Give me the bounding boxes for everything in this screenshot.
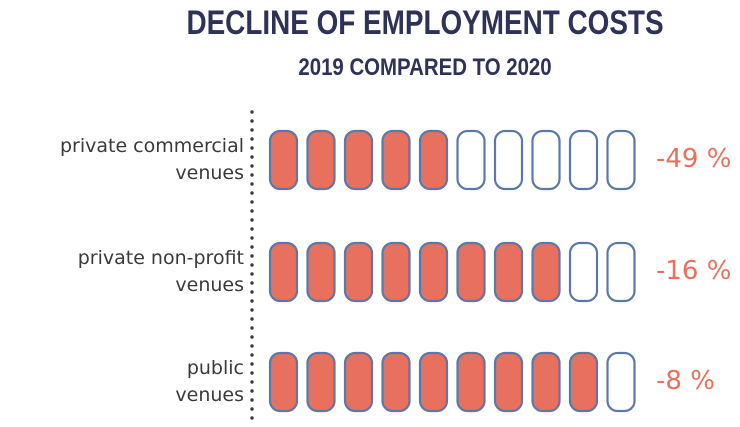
unit-filled [531, 351, 561, 413]
unit-filled [418, 241, 449, 303]
axis-dot [250, 263, 254, 267]
value-label: -49 % [656, 144, 732, 174]
axis-dot [250, 344, 254, 348]
axis-dot [250, 245, 254, 249]
value-label: -16 % [656, 256, 732, 286]
unit-empty [606, 129, 636, 191]
unit-empty [606, 351, 636, 413]
axis-dot [250, 290, 254, 294]
unit-empty [456, 129, 486, 191]
unit-filled [306, 129, 336, 191]
axis-dot [250, 272, 254, 276]
axis-dot [250, 227, 254, 231]
axis-dot [250, 236, 254, 240]
category-label-line1: private commercial [59, 135, 244, 157]
unit-filled [531, 241, 561, 303]
axis-dot [250, 137, 254, 141]
unit-filled [456, 241, 486, 303]
axis-dot [250, 326, 254, 330]
chart-subtitle: 2019 COMPARED TO 2020 [298, 54, 552, 81]
axis-dot [250, 155, 254, 159]
category-label-line2: venues [175, 162, 244, 184]
axis-dot [250, 182, 254, 186]
axis-dot [250, 254, 254, 258]
axis-dot [250, 128, 254, 132]
unit-filled [268, 241, 299, 303]
unit-filled [418, 351, 449, 413]
unit-filled [306, 351, 336, 413]
unit-filled [456, 351, 486, 413]
axis-dot [250, 407, 254, 411]
unit-filled [418, 129, 449, 191]
axis-dot [250, 308, 254, 312]
unit-filled [381, 351, 411, 413]
chart-title: DECLINE OF EMPLOYMENT COSTS [186, 4, 664, 42]
unit-filled [493, 351, 524, 413]
category-label-line2: venues [175, 384, 244, 406]
axis-dot [250, 146, 254, 150]
axis-dot [250, 371, 254, 375]
unit-filled [493, 241, 524, 303]
axis-dot [250, 353, 254, 357]
axis-dot [250, 218, 254, 222]
axis-dot [250, 398, 254, 402]
axis-dot [250, 335, 254, 339]
axis-dot [250, 380, 254, 384]
category-label-line2: venues [175, 274, 244, 296]
unit-filled [381, 241, 411, 303]
axis-dot [250, 299, 254, 303]
axis-dot [250, 362, 254, 366]
axis-dot [250, 119, 254, 123]
axis-dot [250, 317, 254, 321]
unit-filled [343, 351, 374, 413]
unit-filled [343, 129, 374, 191]
axis-dot [250, 209, 254, 213]
unit-empty [606, 241, 636, 303]
unit-filled [268, 129, 299, 191]
unit-empty [568, 129, 599, 191]
axis-dot [250, 281, 254, 285]
axis-dot [250, 416, 254, 420]
unit-filled [381, 129, 411, 191]
unit-filled [568, 351, 599, 413]
unit-empty [531, 129, 561, 191]
unit-filled [306, 241, 336, 303]
category-label-line1: private non-profit [77, 247, 244, 269]
axis-dot [250, 191, 254, 195]
unit-filled [343, 241, 374, 303]
category-label-line1: public [186, 357, 244, 379]
axis-dot [250, 389, 254, 393]
axis-dot [250, 173, 254, 177]
unit-filled [268, 351, 299, 413]
unit-empty [568, 241, 599, 303]
unit-empty [493, 129, 524, 191]
axis-dot [250, 164, 254, 168]
axis-dot [250, 110, 254, 114]
value-label: -8 % [656, 366, 715, 396]
axis-dot [250, 200, 254, 204]
